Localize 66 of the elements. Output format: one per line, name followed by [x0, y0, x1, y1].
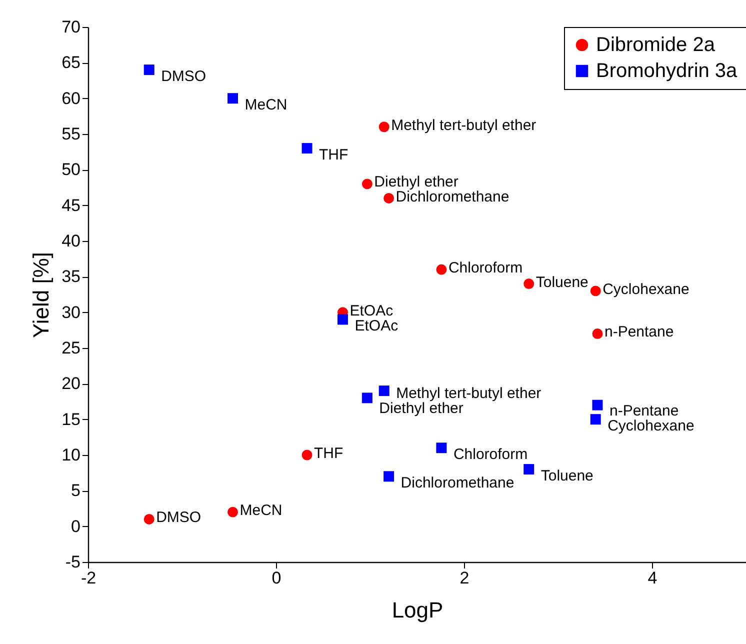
point [590, 414, 601, 425]
annotation: n-Pentane [604, 324, 674, 341]
y-tick-label: -5 [65, 552, 80, 572]
annotation: Toluene [536, 274, 588, 291]
point [228, 93, 238, 104]
annotation: DMSO [156, 509, 202, 526]
y-tick-label: 15 [62, 410, 80, 429]
point [362, 178, 372, 190]
y-tick-label: 35 [62, 267, 80, 286]
x-tick-label: 4 [648, 568, 658, 588]
point [524, 278, 534, 290]
y-tick-label: 10 [62, 446, 80, 464]
legend-label: Bromohydrin 3a [596, 60, 738, 82]
x-tick-label: 0 [272, 568, 282, 588]
annotation: MeCN [240, 502, 282, 520]
y-tick-label: 5 [71, 481, 80, 500]
point [590, 286, 601, 296]
annotation: Chloroform [453, 446, 528, 463]
y-tick-label: 45 [62, 196, 80, 215]
point [436, 264, 447, 275]
x-tick-label: -2 [80, 568, 96, 588]
annotation: EtOAc [354, 317, 399, 334]
y-tick-label: 40 [62, 232, 80, 250]
annotation: Cyclohexane [602, 280, 690, 298]
y-tick-label: 30 [62, 302, 80, 322]
point [592, 328, 603, 339]
point [144, 514, 154, 524]
annotation: Diethyl ether [374, 174, 458, 191]
point [384, 192, 394, 204]
y-tick-label: 55 [62, 124, 80, 144]
annotation: Dichloromethane [400, 474, 514, 492]
y-axis-title: Yield [%] [28, 252, 54, 338]
x-axis-title: LogP [392, 598, 444, 622]
annotation: DMSO [161, 68, 206, 85]
annotation: THF [319, 146, 348, 164]
y-tick-label: 25 [62, 338, 80, 358]
annotation: THF [314, 445, 344, 462]
point [378, 122, 390, 132]
point [378, 386, 390, 396]
annotation: MeCN [244, 96, 288, 114]
y-tick-label: 50 [62, 160, 80, 180]
annotation: Cyclohexane [608, 418, 694, 435]
y-tick-label: 0 [71, 516, 80, 536]
y-tick-label: 20 [62, 374, 80, 394]
point [337, 314, 348, 325]
point [144, 64, 154, 76]
point [524, 464, 534, 475]
point [362, 392, 372, 404]
point [228, 506, 238, 518]
point [592, 400, 603, 410]
annotation: n-Pentane [609, 402, 679, 420]
annotation: Methyl tert-butyl ether [396, 384, 542, 402]
annotation: EtOAc [350, 302, 394, 320]
y-tick-label: 60 [62, 88, 80, 108]
point [302, 450, 312, 460]
annotation: Chloroform [448, 260, 523, 277]
annotation: Toluene [540, 467, 594, 484]
point [436, 442, 447, 454]
x-tick-label: 2 [460, 568, 470, 588]
y-tick-label: 65 [62, 53, 80, 72]
annotation: Dichloromethane [396, 188, 510, 206]
legend-label: Dibromide 2a [596, 34, 716, 56]
y-tick-label: 70 [62, 18, 80, 36]
point [384, 471, 394, 482]
point [302, 143, 312, 154]
annotation: Methyl tert-butyl ether [391, 116, 536, 134]
